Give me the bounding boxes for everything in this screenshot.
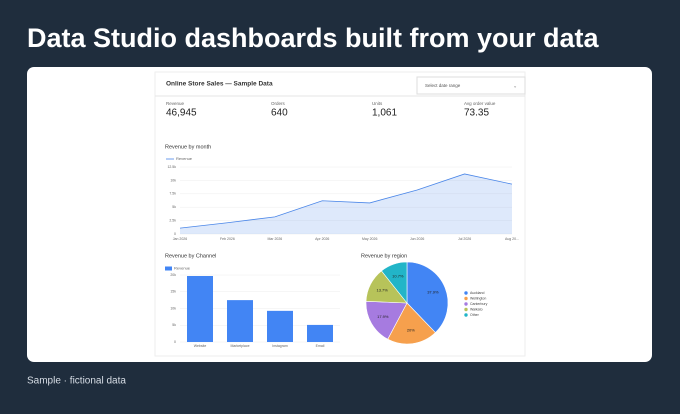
- y-tick-label: 5k: [172, 205, 176, 209]
- legend-label: Auckland: [470, 291, 484, 295]
- x-tick-label: Feb 2026: [220, 237, 235, 241]
- x-tick-label: Apr 2026: [315, 237, 329, 241]
- y-tick-label: 15k: [170, 290, 176, 294]
- slice-label: 13.7%: [376, 287, 388, 292]
- dropdown-arrow: ⌄: [513, 83, 517, 89]
- kpi-value: 1,061: [372, 108, 397, 119]
- x-tick-label: Jan 2026: [173, 237, 187, 241]
- y-tick-label: 0: [174, 340, 176, 344]
- pie-slice: [365, 301, 408, 340]
- chart-title: Revenue by Channel: [165, 253, 216, 259]
- bar: [227, 300, 253, 342]
- legend-swatch: [464, 291, 468, 295]
- kpi-label: Revenue: [166, 101, 185, 106]
- pie-slice: [381, 261, 408, 304]
- kpi-value: 73.35: [464, 108, 489, 119]
- kpi-label: Avg order value: [464, 101, 496, 106]
- legend-swatch: [165, 266, 172, 271]
- legend-label: Waikato: [470, 307, 483, 311]
- x-tick-label: Instagram: [272, 344, 288, 348]
- kpi-label: Orders: [271, 101, 286, 106]
- y-tick-label: 5k: [172, 323, 176, 327]
- legend-label: Revenue: [176, 156, 193, 161]
- chart-title: Revenue by region: [361, 253, 407, 259]
- x-tick-label: Mar 2026: [267, 237, 282, 241]
- footer: Sample · fictional data: [27, 376, 126, 387]
- kpi-value: 46,945: [166, 108, 197, 119]
- bar: [307, 324, 333, 342]
- pie-slice: [387, 302, 436, 345]
- legend-swatch: [464, 302, 468, 306]
- chart-title: Revenue by month: [165, 144, 211, 150]
- x-tick-label: Aug 20...: [505, 237, 519, 241]
- y-tick-label: 7.5k: [169, 192, 176, 196]
- legend-swatch: [464, 307, 468, 312]
- date-select[interactable]: [416, 76, 526, 95]
- y-tick-label: 12.5k: [167, 165, 176, 169]
- x-tick-label: Jun 2026: [410, 237, 424, 241]
- slice-label: 17.9%: [377, 314, 389, 319]
- y-tick-label: 10k: [170, 178, 176, 182]
- line: [179, 173, 513, 229]
- y-tick-label: 20k: [170, 273, 176, 277]
- legend-label: Wellington: [470, 296, 486, 300]
- x-tick-label: May 2026: [362, 237, 377, 241]
- legend-swatch: [464, 296, 468, 301]
- x-tick-label: Website: [194, 344, 207, 348]
- x-tick-label: Email: [316, 344, 325, 348]
- pie-slice: [406, 261, 449, 334]
- kpi-label: Units: [372, 101, 383, 106]
- slice-label: 10.7%: [392, 274, 404, 279]
- legend-label: Revenue: [174, 266, 191, 271]
- legend-label: Canterbury: [470, 302, 488, 306]
- date-select-label: Select date range: [425, 83, 461, 88]
- slice-label: 37.9%: [427, 290, 439, 295]
- dashboard-title: Online Store Sales — Sample Data: [166, 81, 273, 88]
- bar: [187, 276, 213, 342]
- y-tick-label: 2.5k: [169, 219, 176, 223]
- kpi-value: 640: [271, 108, 288, 119]
- slice-label: 20%: [407, 328, 415, 333]
- legend-swatch: [464, 313, 468, 317]
- x-tick-label: Marketplace: [230, 344, 249, 348]
- area: [180, 173, 512, 234]
- headline: Data Studio dashboards built from your d…: [27, 23, 600, 53]
- legend-label: Other: [470, 313, 480, 317]
- x-tick-label: Jul 2026: [458, 237, 471, 241]
- y-tick-label: 0: [174, 232, 176, 236]
- bar: [267, 310, 293, 342]
- y-tick-label: 10k: [170, 306, 176, 310]
